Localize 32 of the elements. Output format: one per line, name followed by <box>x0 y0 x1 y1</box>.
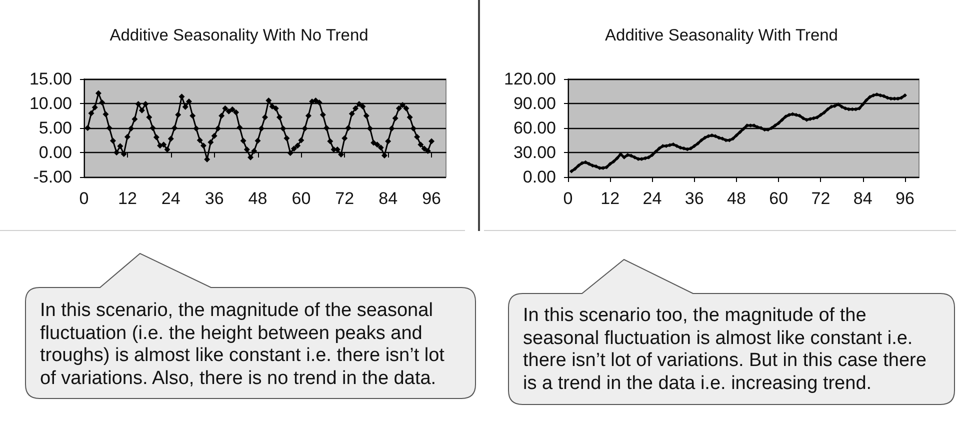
x-tick-label: 24 <box>161 189 180 208</box>
x-tick-label: 60 <box>769 189 788 208</box>
x-tick-label: 48 <box>727 189 746 208</box>
y-tick-label: 15.00 <box>29 70 72 88</box>
y-tick-label: 0.00 <box>38 143 72 162</box>
x-tick-label: 12 <box>118 189 137 208</box>
x-tick-label: 96 <box>896 189 914 208</box>
x-tick-label: 24 <box>642 189 662 208</box>
x-tick-label: 84 <box>378 189 398 208</box>
text: In this scenario too, the magnitude of the seasonal fluctuation is almost like constant i.e. there isn’t lot of variations. But in this case there is a trend in the data i.e. increasing trend. <box>523 305 928 395</box>
y-tick-label: 30.00 <box>513 143 556 162</box>
chart-title: Additive Seasonality With No Trend <box>110 26 368 44</box>
x-tick-label: 96 <box>422 189 441 208</box>
x-tick-label: 60 <box>292 189 311 208</box>
x-tick-label: 48 <box>248 189 268 208</box>
x-tick-label: 36 <box>684 189 704 208</box>
x-tick-label: 12 <box>600 189 620 208</box>
y-tick-label: 120.00 <box>504 70 556 88</box>
y-tick-label: 5.00 <box>38 118 72 138</box>
text: In this scenario, the magnitude of the seasonal fluctuation (i.e. the height between peaks and troughs) is almost like constant i.e. there isn’t lot of variations. Also, there is no trend in the data. <box>40 300 446 390</box>
x-tick-label: 84 <box>853 189 872 208</box>
x-tick-label: 36 <box>204 189 224 208</box>
x-tick-label: 0 <box>79 189 89 208</box>
y-tick-label: 60.00 <box>513 118 556 138</box>
x-tick-label: 72 <box>811 189 830 208</box>
y-tick-label: -5.00 <box>33 168 72 186</box>
x-tick-label: 72 <box>335 189 354 208</box>
chart-title: Additive Seasonality With Trend <box>605 26 838 44</box>
y-tick-label: 90.00 <box>513 94 556 113</box>
y-tick-label: 10.00 <box>29 94 72 113</box>
y-tick-label: 0.00 <box>522 168 556 186</box>
x-tick-label: 0 <box>563 189 573 208</box>
